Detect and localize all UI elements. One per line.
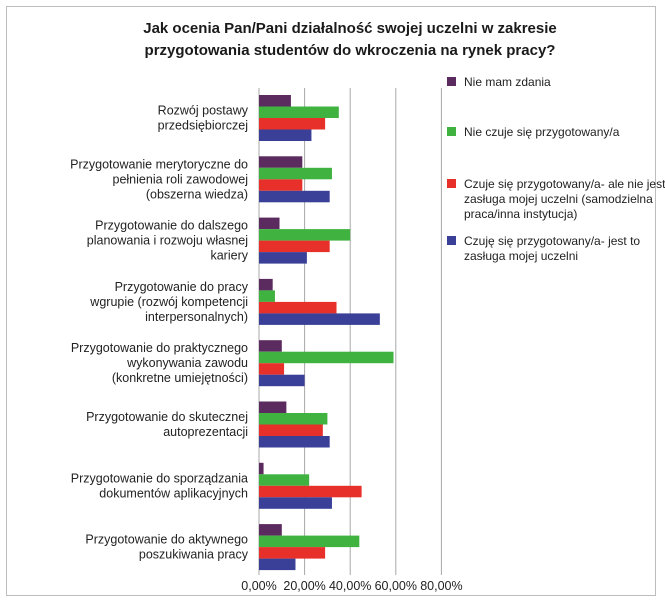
category-label-line: poszukiwania pracy (139, 548, 249, 562)
bar (259, 106, 339, 118)
category-label: Przygotowanie do aktywnego poszukiwania p… (85, 533, 248, 562)
category-label-line: wgrupie (rozwój kompetencji (89, 295, 248, 309)
bar (259, 301, 337, 314)
bar (259, 340, 282, 352)
legend-label-line: Czuję się przygotowany/a- jest to (464, 234, 640, 248)
x-tick-label: 60,00% (375, 579, 417, 593)
bar (259, 547, 326, 559)
category-label: Rozwój postawy przedsiębiorczej (158, 104, 249, 133)
x-tick-label: 40,00% (329, 579, 371, 593)
bar (259, 217, 280, 230)
x-tick-label: 20,00% (283, 579, 325, 593)
legend-swatch (447, 236, 456, 245)
bar (259, 497, 332, 509)
category-label-line: Przygotowanie do sporządzania (71, 471, 248, 485)
legend-label-line: zasługa mojej uczelni (464, 249, 578, 263)
bar (259, 240, 330, 253)
bar (259, 535, 360, 548)
legend-swatch (447, 77, 456, 86)
bar (259, 229, 351, 241)
legend-swatch (447, 179, 456, 188)
category-label-line: kariery (210, 249, 248, 263)
category-label-line: dokumentów aplikacyjnych (99, 486, 248, 500)
bar (259, 179, 303, 191)
category-label-line: pełnienia roli zawodowej (113, 172, 249, 186)
bar (259, 558, 296, 571)
category-label-line: Przygotowanie merytoryczne do (70, 157, 248, 171)
bar (259, 401, 287, 413)
x-tick-label: 0,00% (241, 579, 276, 593)
category-label-line: interpersonalnych) (145, 310, 248, 324)
bar (259, 351, 394, 364)
category-label-line: (konkretne umiejętności) (112, 371, 248, 385)
category-label-line: planowania i rozwoju własnej (87, 234, 248, 248)
category-label-line: wykonywania zawodu (126, 356, 248, 370)
legend-label-line: Czuje się przygotowany/a- ale nie jest t… (464, 177, 665, 191)
bar (259, 424, 323, 436)
x-tick-label: 80,00% (420, 579, 462, 593)
category-label: Przygotowanie do dalszego planowania i ro… (87, 219, 249, 263)
bar (259, 118, 326, 130)
category-label-line: Przygotowanie do praktycznego (71, 341, 248, 355)
legend-label: Czuje się przygotowany/a- ale nie jest t… (464, 177, 665, 221)
bar (259, 436, 330, 448)
chart-title-line-2: przygotowania studentów do wkroczenia na… (144, 42, 556, 59)
category-label-line: przedsiębiorczej (158, 119, 248, 133)
bar (259, 374, 305, 387)
category-label-line: autoprezentacji (163, 425, 248, 439)
bar (259, 190, 330, 203)
bar (259, 313, 380, 325)
bar (259, 413, 328, 425)
bar (259, 167, 332, 180)
bar (259, 290, 275, 302)
legend-label-line: Nie czuje się przygotowany/a (464, 125, 620, 139)
bar (259, 485, 362, 498)
legend-label-line: zasługa mojej uczelni (samodzielna (464, 192, 653, 206)
category-label-line: (obszerna wiedza) (146, 187, 248, 201)
bar (259, 252, 307, 264)
legend-label-line: praca/inna instytucja) (464, 207, 577, 221)
legend-label: Czuję się przygotowany/a- jest to zasługa… (464, 234, 640, 263)
legend-label-line: Nie mam zdania (464, 75, 551, 89)
category-label-line: Przygotowanie do skutecznej (86, 410, 248, 424)
category-label: Przygotowanie do pracy wgrupie (rozwój ko… (89, 280, 248, 324)
chart-title-line-1: Jak ocenia Pan/Pani działalność swojej u… (143, 20, 557, 37)
bar (259, 462, 264, 475)
bar (259, 474, 310, 486)
bar (259, 278, 273, 291)
legend-label: Nie mam zdania (464, 75, 551, 89)
bar (259, 156, 303, 168)
legend-swatch (447, 127, 456, 136)
category-label: Przygotowanie do skutecznej autoprezentac… (86, 410, 248, 439)
category-label-line: Rozwój postawy (158, 104, 249, 118)
legend-label: Nie czuje się przygotowany/a (464, 125, 620, 139)
category-label-line: Przygotowanie do dalszego (95, 219, 248, 233)
category-label-line: Przygotowanie do aktywnego (85, 533, 248, 547)
category-label-line: Przygotowanie do pracy (115, 280, 249, 294)
category-label: Przygotowanie do sporządzania dokumentów … (71, 471, 248, 500)
bar (259, 95, 291, 107)
bar (259, 524, 282, 536)
category-label: Przygotowanie merytoryczne do pełnienia r… (70, 157, 248, 201)
category-label: Przygotowanie do praktycznego wykonywania… (71, 341, 248, 385)
bar (259, 363, 285, 375)
bar (259, 129, 312, 141)
chart-title: Jak ocenia Pan/Pani działalność swojej u… (20, 18, 665, 62)
